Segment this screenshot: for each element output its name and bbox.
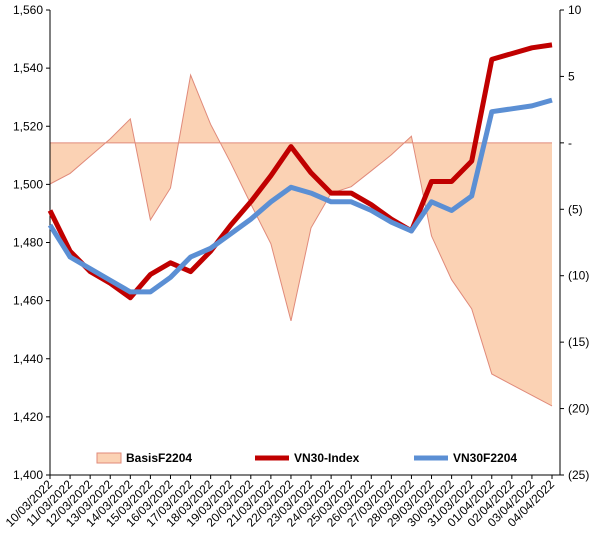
right-axis-tick-label: (5) [568,202,583,216]
left-axis-tick-label: 1,560 [13,3,43,17]
right-axis-tick-label: - [568,136,572,150]
right-axis-tick-label: (25) [568,468,589,482]
right-axis-tick-label: (10) [568,269,589,283]
left-axis-tick-label: 1,460 [13,294,43,308]
right-axis-tick-label: 10 [568,3,582,17]
basis-area-outline [49,73,553,407]
left-axis-tick-label: 1,440 [13,352,43,366]
right-axis-tick-label: 5 [568,69,575,83]
right-axis-tick-label: (15) [568,335,589,349]
left-axis-tick-label: 1,420 [13,410,43,424]
legend-label: VN30F2204 [453,451,517,465]
legend-label: VN30-Index [294,451,360,465]
legend-label: BasisF2204 [126,451,192,465]
left-axis-tick-label: 1,480 [13,236,43,250]
left-axis-tick-label: 1,400 [13,468,43,482]
vn30f2204-line [47,97,553,295]
right-axis-tick-label: (20) [568,402,589,416]
left-axis-tick-label: 1,540 [13,61,43,75]
left-axis-tick-label: 1,520 [13,119,43,133]
left-axis-tick-label: 1,500 [13,177,43,191]
legend-swatch-basis [96,452,122,464]
